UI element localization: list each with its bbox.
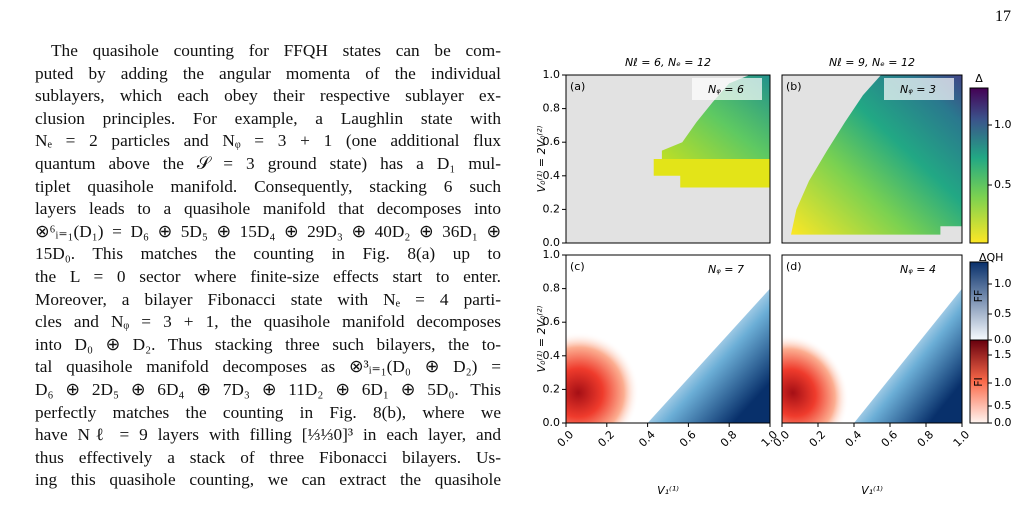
text-line: tiplet quasihole manifold. Consequently,…: [35, 176, 501, 196]
text-line: clusion principles. For example, a Laugh…: [35, 108, 501, 128]
colorbar-tick-label: 0.0: [994, 416, 1012, 429]
colorbar-label: FI: [972, 377, 985, 387]
x-tick-label: 0.0: [555, 428, 577, 450]
text-line: D₆ ⊕ 2D₅ ⊕ 6D₄ ⊕ 7D₃ ⊕ 11D₂ ⊕ 6D₁ ⊕ 5D₀.…: [35, 379, 501, 399]
panel-title: Nℓ = 9, Nₑ = 12: [829, 56, 915, 69]
text-line: have Nℓ = 9 layers with filling [⅓⅓0]³ i…: [35, 425, 501, 445]
colorbar-tick-label: 0.0: [994, 333, 1012, 346]
text-line: quantum above the 𝒮 = 3 ground state) ha…: [35, 153, 501, 173]
text-line: layers leads to a quasihole manifold tha…: [35, 199, 501, 219]
x-tick-label: 0.4: [636, 428, 658, 450]
text-line: Nₑ = 2 particles and Nᵩ = 3 + 1 (one add…: [35, 131, 501, 151]
x-tick-label: 0.8: [718, 428, 740, 450]
panel-frame: [565, 254, 771, 424]
panel-annotation: Nᵩ = 7: [708, 263, 744, 276]
x-tick-label: 0.8: [915, 428, 937, 450]
heatmap-region: [653, 159, 770, 188]
panel-frame: [565, 74, 771, 244]
text-line: 15D₀. This matches the counting in Fig. …: [35, 244, 501, 264]
text-line: The quasihole counting for FFQH states c…: [51, 41, 501, 60]
colorbar-tick-label: 1.0: [994, 376, 1012, 389]
panel-annotation: Nᵩ = 3: [900, 83, 936, 96]
y-tick-label: 0.6: [543, 315, 561, 328]
panel-label: (c): [570, 260, 585, 273]
heatmap-region: [566, 288, 770, 423]
text-line: tal quasihole manifold decomposes as ⊗³ᵢ…: [35, 357, 501, 377]
x-tick-label: 0.6: [879, 428, 901, 450]
heatmap-region: [782, 288, 962, 423]
panel-annotation: Nᵩ = 6: [708, 83, 744, 96]
panel-frame: [781, 74, 963, 244]
panel-label: (a): [570, 80, 585, 93]
text-line: into D₀ ⊕ D₂. Thus stacking three such b…: [35, 334, 501, 354]
y-axis-label: V₀⁽¹⁾ = 2V₀⁽²⁾: [535, 305, 548, 372]
colorbar-label: Δ: [975, 72, 983, 85]
panel-annotation: Nᵩ = 4: [900, 263, 936, 276]
y-tick-label: 1.0: [543, 68, 561, 81]
x-axis-label: V₁⁽¹⁾: [861, 484, 883, 497]
y-tick-label: 0.4: [543, 169, 561, 182]
y-tick-label: 0.6: [543, 135, 561, 148]
page-number: 17: [995, 8, 1011, 25]
annotation-box: [884, 78, 954, 100]
text-line: ing this quasihole counting, we can extr…: [35, 470, 501, 490]
body-text: The quasihole counting for FFQH states c…: [35, 40, 501, 492]
colorbar: [969, 87, 989, 244]
colorbar-tick-label: 1.0: [994, 118, 1012, 131]
y-tick-label: 0.0: [543, 416, 561, 429]
panel-label: (b): [786, 80, 802, 93]
text-line: sublayers, which each obey their respect…: [35, 86, 501, 106]
panel-title: Nℓ = 6, Nₑ = 12: [625, 56, 711, 69]
colorbar-tick-label: 0.5: [994, 399, 1012, 412]
x-tick-label: 0.2: [807, 428, 829, 450]
annotation-box: [692, 78, 762, 100]
text-line: thus effectively a stack of three Fibona…: [35, 447, 501, 467]
colorbar-tick-label: 0.5: [994, 178, 1012, 191]
y-axis-label: V₀⁽¹⁾ = 2V₀⁽²⁾: [535, 125, 548, 192]
text-line: puted by adding the angular momenta of t…: [35, 63, 501, 83]
y-tick-label: 0.2: [543, 382, 561, 395]
y-tick-label: 0.4: [543, 349, 561, 362]
colorbar: [969, 339, 989, 424]
text-line: the L = 0 sector where finite-size effec…: [35, 266, 501, 286]
y-tick-label: 0.8: [543, 282, 561, 295]
y-tick-label: 0.0: [543, 236, 561, 249]
colorbar-label: ΔQH: [979, 251, 1003, 264]
text-line: perfectly matches the counting in Fig. 8…: [35, 402, 501, 422]
colorbar-tick-label: 1.5: [994, 348, 1012, 361]
colorbar-label: FF: [972, 290, 985, 303]
colorbar-tick-label: 0.5: [994, 307, 1012, 320]
panel-frame: [781, 254, 963, 424]
y-tick-label: 0.8: [543, 102, 561, 115]
y-tick-label: 0.2: [543, 202, 561, 215]
x-tick-label: 0.2: [595, 428, 617, 450]
text-line: cles and Nᵩ = 3 + 1, the quasihole manif…: [35, 312, 501, 332]
text-line: ⊗⁶ᵢ₌₁(D₁) = D₆ ⊕ 5D₅ ⊕ 15D₄ ⊕ 29D₃ ⊕ 40D…: [35, 221, 501, 241]
x-tick-label: 0.4: [843, 428, 865, 450]
panel-label: (d): [786, 260, 802, 273]
x-tick-label: 0.6: [677, 428, 699, 450]
text-line: Moreover, a bilayer Fibonacci state with…: [35, 289, 501, 309]
x-tick-label: 1.0: [951, 428, 973, 450]
y-tick-label: 1.0: [543, 248, 561, 261]
colorbar-tick-label: 1.0: [994, 277, 1012, 290]
heatmap-region: [791, 75, 962, 235]
x-axis-label: V₁⁽¹⁾: [657, 484, 679, 497]
